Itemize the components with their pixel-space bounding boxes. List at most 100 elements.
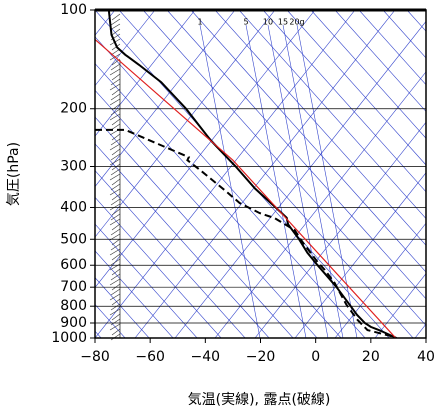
barb: [111, 28, 121, 36]
barb: [111, 208, 121, 216]
wind-barbs: [109, 13, 121, 341]
barb: [111, 178, 121, 186]
barb: [109, 278, 121, 286]
background-line: [190, 10, 426, 273]
profile-line: [107, 10, 397, 338]
barb: [109, 113, 121, 121]
background-line: [95, 36, 366, 338]
barb: [111, 238, 121, 246]
barb: [111, 148, 121, 156]
barb: [111, 313, 121, 321]
background-line: [174, 20, 426, 338]
background-line: [118, 10, 414, 338]
barb: [109, 203, 121, 211]
mixing-ratio-label: 20g: [289, 18, 304, 27]
x-axis-label: 気温(実線), 露点(破線): [188, 392, 331, 408]
background-line: [245, 24, 307, 338]
background-line: [296, 24, 358, 338]
background-line: [334, 222, 426, 338]
background-lines: [95, 10, 436, 378]
background-line: [286, 10, 426, 166]
barb: [110, 183, 121, 191]
barb: [109, 188, 121, 196]
barb: [110, 93, 121, 101]
background-line: [334, 10, 426, 112]
barb: [110, 303, 121, 311]
background-line: [262, 10, 426, 193]
y-tick-label: 200: [60, 101, 87, 117]
mixing-ratio-label: 10: [263, 18, 273, 27]
background-line: [267, 24, 329, 338]
barb: [111, 298, 121, 306]
barb: [111, 13, 121, 21]
barb: [111, 88, 121, 96]
barb: [111, 253, 121, 261]
background-line: [294, 172, 426, 338]
background-line: [95, 10, 356, 338]
barb: [110, 198, 121, 206]
barb: [111, 193, 121, 201]
background-line: [95, 89, 318, 338]
y-tick-label: 800: [60, 298, 87, 314]
barb: [111, 133, 121, 141]
background-line: [95, 10, 316, 289]
background-line: [282, 24, 344, 338]
background-line: [95, 303, 126, 338]
background-line: [214, 71, 426, 338]
barb: [110, 78, 121, 86]
barb: [111, 328, 121, 336]
x-tick-label: −40: [191, 349, 221, 365]
background-line: [95, 10, 276, 238]
background-line: [142, 10, 426, 327]
y-tick-label: 300: [60, 158, 87, 174]
mixing-ratio-label: 5: [243, 18, 248, 27]
profile-line: [95, 39, 397, 338]
background-line: [95, 196, 222, 338]
barb: [109, 143, 121, 151]
background-line: [134, 10, 396, 338]
background-line: [431, 10, 436, 378]
y-tick-label: 500: [60, 231, 87, 247]
x-tick-label: 0: [311, 349, 320, 365]
background-line: [214, 10, 426, 246]
barb: [110, 168, 121, 176]
background-line: [95, 143, 270, 338]
background-line: [254, 121, 426, 338]
barb: [111, 268, 121, 276]
background-line: [310, 10, 426, 139]
background-line: [358, 10, 426, 86]
barb: [109, 218, 121, 226]
barb: [110, 138, 121, 146]
background-line: [95, 116, 294, 338]
barb: [110, 108, 121, 116]
barb: [109, 173, 121, 181]
barb: [110, 63, 121, 71]
barb: [109, 158, 121, 166]
barb: [110, 333, 121, 341]
barb: [110, 153, 121, 161]
x-tick-label: −80: [80, 349, 110, 365]
y-axis-label: 気圧(hPa): [6, 142, 22, 206]
x-tick-label: −20: [246, 349, 276, 365]
x-tick-label: −60: [135, 349, 165, 365]
barb: [111, 163, 121, 171]
barb: [109, 98, 121, 106]
y-tick-label: 900: [60, 315, 87, 331]
barb: [109, 68, 121, 76]
barb: [110, 228, 121, 236]
barb: [111, 118, 121, 126]
barb: [110, 243, 121, 251]
barb: [111, 73, 121, 81]
barb: [110, 258, 121, 266]
background-line: [238, 10, 426, 219]
barb: [109, 308, 121, 316]
y-tick-label: 100: [60, 2, 87, 18]
background-line: [199, 24, 261, 338]
barb: [109, 248, 121, 256]
barb: [109, 293, 121, 301]
barb: [110, 213, 121, 221]
barb: [109, 323, 121, 331]
background-line: [374, 273, 426, 338]
background-line: [95, 170, 246, 338]
